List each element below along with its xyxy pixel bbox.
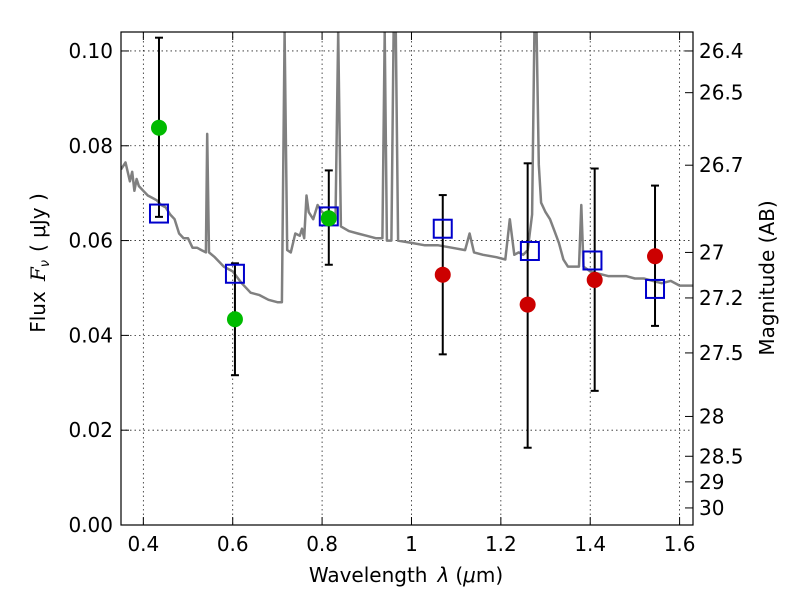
x-tick-label: 1.4: [574, 532, 606, 556]
y2-tick-label: 26.5: [699, 81, 744, 105]
marker-layer: [148, 119, 666, 328]
observed-photometry-point: [320, 210, 337, 227]
y2-tick-label: 30: [699, 496, 724, 520]
y-tick-label: 0.04: [68, 323, 113, 347]
observed-photometry-point: [586, 271, 603, 288]
x-axis-title: Wavelength λ (μm): [309, 563, 503, 587]
x-tick-label: 1.6: [664, 532, 696, 556]
y-axis-title: FluxFν( μJy ): [26, 193, 53, 333]
y2-tick-label: 27.5: [699, 341, 744, 365]
spectrum-layer: [121, 32, 693, 304]
y2-axis-title: Magnitude (AB): [755, 200, 779, 355]
model-photometry-square: [432, 218, 453, 239]
x-tick-label: 1.2: [485, 532, 517, 556]
y2-tick-label: 29: [699, 470, 724, 494]
model-photometry-square: [148, 203, 169, 224]
x-axis: 0.4 0.6 0.8 1 1.2 1.4 1.6: [127, 32, 696, 556]
observed-photometry-point: [150, 119, 167, 136]
y2-tick-label: 27.2: [699, 286, 744, 310]
y2-tick-label: 28: [699, 404, 724, 428]
model-photometry-square: [519, 241, 540, 262]
y2-tick-label: 26.7: [699, 153, 744, 177]
plot-frame: [120, 31, 694, 526]
y-tick-label: 0.02: [68, 418, 113, 442]
y-axis-left: 0.00 0.02 0.04 0.06 0.08 0.10: [68, 39, 129, 537]
x-tick-label: 0.6: [217, 532, 249, 556]
grid-lines: [121, 32, 693, 526]
y2-tick-label: 28.5: [699, 444, 744, 468]
y2-tick-label: 26.4: [699, 39, 744, 63]
model-photometry-square: [224, 263, 245, 284]
model-spectrum-line: [121, 32, 693, 304]
y-tick-label: 0.10: [68, 39, 113, 63]
y-tick-label: 0.00: [68, 513, 113, 537]
observed-photometry-point: [226, 311, 243, 328]
y-tick-label: 0.08: [68, 134, 113, 158]
y-tick-label: 0.06: [68, 229, 113, 253]
observed-photometry-point: [519, 296, 536, 313]
x-tick-label: 0.8: [306, 532, 338, 556]
observed-photometry-point: [434, 266, 451, 283]
plot-area: [121, 32, 693, 449]
model-photometry-square: [582, 250, 603, 271]
x-tick-label: 0.4: [127, 532, 159, 556]
observed-photometry-point: [647, 248, 664, 265]
model-photometry-square: [645, 278, 666, 299]
x-tick-label: 1: [405, 532, 418, 556]
y2-tick-label: 27: [699, 240, 724, 264]
